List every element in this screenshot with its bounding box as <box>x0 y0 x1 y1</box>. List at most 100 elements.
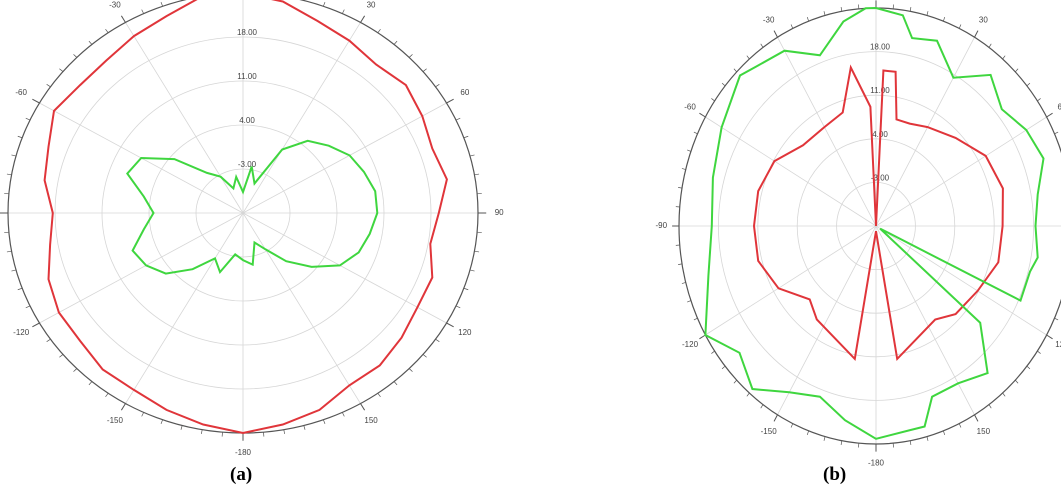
axis-tick <box>681 282 686 284</box>
axis-tick <box>988 404 992 409</box>
axis-tick <box>678 187 683 189</box>
axis-tick <box>342 9 345 14</box>
axis-tick <box>283 429 285 435</box>
axis-tick <box>435 83 440 88</box>
grid-spoke <box>39 212 244 324</box>
axis-tick <box>455 117 461 121</box>
axis-tick <box>806 430 809 436</box>
axis-tick <box>1054 317 1059 321</box>
axis-tick <box>474 250 480 253</box>
axis-tick <box>823 11 826 16</box>
axis-tick <box>711 98 715 102</box>
axis-tick <box>1026 365 1031 370</box>
angle-tick-label: -120 <box>13 328 30 337</box>
axis-tick <box>926 436 929 441</box>
axis-tick <box>733 68 737 73</box>
axis-tick <box>840 6 843 12</box>
polar-chart-a-svg: 30 -30 60 -60 90 120 -120 150 -150 -180 -3.00 4.00 1… <box>0 0 504 457</box>
axis-tick <box>73 368 78 372</box>
angle-tick-label: 150 <box>364 416 378 425</box>
axis-tick <box>463 287 469 291</box>
axis-tick <box>711 350 715 354</box>
grid-spoke <box>705 225 877 336</box>
series-line-red <box>752 64 1004 362</box>
radial-tick-label: 11.00 <box>870 86 890 95</box>
angle-tick-label: 90 <box>495 208 504 217</box>
axis-tick <box>958 423 962 428</box>
grid-spoke <box>875 37 975 227</box>
axis-tick <box>120 403 126 411</box>
axis-tick <box>25 117 31 121</box>
axis-tick <box>422 354 427 358</box>
axis-tick <box>408 368 413 372</box>
grid-spoke <box>242 212 361 404</box>
axis-tick <box>446 98 454 104</box>
angle-tick-label: -30 <box>763 15 775 24</box>
axis-tick <box>678 263 683 265</box>
series-line-red <box>43 0 448 435</box>
angle-tick-label: -180 <box>235 448 252 457</box>
axis-tick <box>699 334 706 340</box>
axis-tick <box>773 414 778 422</box>
axis-tick <box>926 11 929 16</box>
axis-tick <box>393 381 398 386</box>
axis-tick <box>463 135 469 139</box>
axis-tick <box>1015 68 1019 73</box>
axis-tick <box>422 68 427 72</box>
axis-tick <box>943 16 946 22</box>
axis-tick <box>6 250 12 253</box>
angle-tick-label: 30 <box>979 15 988 24</box>
axis-tick <box>469 269 475 272</box>
angle-tick-label: -150 <box>761 427 778 436</box>
axis-tick <box>823 436 826 441</box>
axis-tick <box>693 317 698 321</box>
axis-tick <box>6 173 12 176</box>
axis-tick <box>377 28 381 33</box>
axis-tick <box>469 154 475 157</box>
axis-tick <box>1054 131 1059 135</box>
axis-tick <box>377 393 381 398</box>
axis-tick <box>73 54 78 58</box>
grid-spoke <box>705 116 877 227</box>
axis-tick <box>393 40 398 45</box>
axis-tick <box>1046 334 1053 340</box>
axis-tick <box>46 338 51 343</box>
axis-tick <box>435 338 440 343</box>
axis-tick <box>32 98 40 104</box>
polar-chart-b: 30-3060-6090-90120-120150-150-180-3.004.… <box>650 0 1061 493</box>
axis-tick <box>323 2 326 7</box>
axis-tick <box>17 287 23 291</box>
axis-tick <box>105 393 109 398</box>
axis-tick <box>141 9 144 14</box>
axis-tick <box>687 300 692 303</box>
axis-tick <box>760 43 764 48</box>
radial-tick-label: 18.00 <box>870 43 891 52</box>
grid-spoke <box>125 212 244 404</box>
radial-tick-label: -3.00 <box>238 160 257 169</box>
grid-spoke <box>875 225 1047 336</box>
axis-tick <box>408 54 413 58</box>
angle-tick-label: 60 <box>1058 102 1061 111</box>
polar-chart-b-svg: 30-3060-6090-90120-120150-150-180-3.004.… <box>655 0 1061 468</box>
axis-tick <box>760 404 764 409</box>
axis-tick <box>88 381 93 386</box>
axis-tick <box>909 440 912 446</box>
axis-tick <box>323 419 326 424</box>
axis-tick <box>17 135 23 139</box>
axis-tick <box>721 365 726 370</box>
axis-tick <box>909 6 912 12</box>
axis-tick <box>11 269 17 272</box>
radial-tick-label: 11.00 <box>237 72 257 81</box>
axis-tick <box>59 68 64 72</box>
series-line-green <box>704 6 1045 440</box>
axis-tick <box>733 379 737 384</box>
angle-tick-label: -90 <box>655 221 667 230</box>
axis-tick <box>790 24 794 29</box>
axis-tick <box>88 40 93 45</box>
series-line-green <box>126 139 379 275</box>
axis-tick <box>1037 350 1041 354</box>
axis-tick <box>1037 98 1041 102</box>
axis-tick <box>160 2 163 7</box>
axis-tick <box>1002 392 1006 397</box>
axis-tick <box>474 173 480 176</box>
